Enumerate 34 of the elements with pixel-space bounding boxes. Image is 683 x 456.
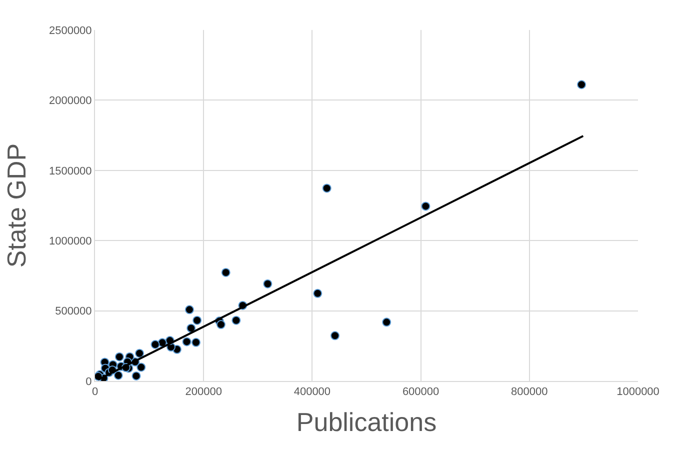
point [216,320,226,330]
point [382,318,392,327]
point [136,362,146,372]
y-tick-label: 500000 [55,306,92,318]
x-axis-title: Publications [296,406,437,437]
point [135,348,144,358]
x-tick-label: 400000 [294,386,331,398]
y-tick-label: 2500000 [48,24,92,37]
point [577,80,586,90]
point [192,316,202,325]
point [322,184,332,193]
y-tick-label: 1000000 [48,235,92,248]
point [221,268,230,277]
point [232,316,241,325]
y-tick-label: 2000000 [48,95,92,108]
y-tick-label: 1500000 [48,165,92,178]
x-tick-label: 800000 [511,386,548,398]
point [330,331,340,340]
point [263,279,272,288]
point [132,371,141,380]
point [421,202,430,211]
point [182,337,192,346]
point [192,338,200,347]
point [186,324,196,333]
point [114,370,123,380]
point [150,340,160,349]
point [114,352,124,362]
x-tick-label: 600000 [402,386,440,398]
y-tick-label: 0 [86,376,92,388]
x-tick-label: 1000000 [616,386,660,398]
point [184,305,194,314]
point [313,288,322,298]
y-axis-title: State GDP [1,143,32,268]
x-tick-label: 200000 [185,386,222,398]
